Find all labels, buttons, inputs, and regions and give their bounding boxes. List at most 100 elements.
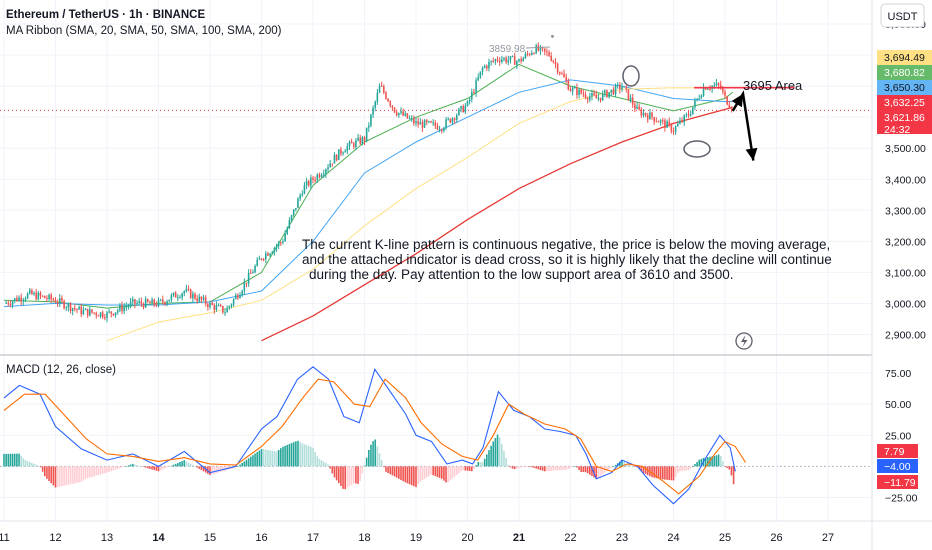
candle-body bbox=[447, 118, 449, 120]
candle-body bbox=[138, 301, 140, 303]
alert-lightning-icon[interactable] bbox=[735, 332, 753, 350]
macd-histogram-bar bbox=[664, 466, 666, 480]
candle-body bbox=[299, 195, 301, 199]
macd-tick-label: 75.00 bbox=[885, 368, 911, 380]
macd-histogram-bar bbox=[689, 466, 692, 469]
candle-body bbox=[443, 127, 445, 131]
macd-histogram-bar bbox=[520, 466, 522, 468]
candle-body bbox=[50, 294, 53, 300]
candle-body bbox=[303, 185, 306, 194]
macd-badge-bg bbox=[877, 475, 918, 489]
candle-body bbox=[367, 125, 370, 128]
macd-histogram-bar bbox=[322, 461, 325, 467]
macd-histogram-bar bbox=[563, 466, 565, 471]
macd-histogram-bar bbox=[410, 466, 413, 486]
macd-histogram-bar bbox=[488, 450, 490, 467]
time-tick-label: 16 bbox=[255, 532, 267, 544]
macd-histogram-bar bbox=[340, 466, 342, 487]
macd-histogram-bar bbox=[290, 443, 293, 467]
candle-body bbox=[301, 193, 304, 196]
macd-histogram-bar bbox=[406, 466, 409, 484]
candle-body bbox=[520, 59, 522, 62]
candle-body bbox=[342, 152, 344, 154]
macd-histogram-bar bbox=[707, 457, 709, 467]
macd-histogram-bar bbox=[494, 438, 497, 467]
candle-body bbox=[316, 174, 319, 181]
macd-histogram-bar bbox=[76, 466, 78, 483]
candle-body bbox=[28, 289, 31, 294]
candle-body bbox=[402, 111, 404, 116]
candle-body bbox=[449, 118, 452, 123]
candle-body bbox=[486, 65, 488, 69]
candle-body bbox=[249, 272, 252, 274]
macd-histogram-bar bbox=[479, 462, 482, 467]
price-badge-bg bbox=[877, 122, 932, 134]
candle-body bbox=[80, 306, 83, 315]
macd-histogram-bar bbox=[273, 451, 276, 467]
candle-body bbox=[329, 163, 331, 168]
candle-body bbox=[5, 302, 7, 304]
time-tick-label: 14 bbox=[152, 532, 165, 544]
candle-body bbox=[164, 302, 166, 304]
candle-body bbox=[434, 122, 437, 126]
macd-histogram-bar bbox=[295, 441, 297, 467]
top-circle-marker bbox=[622, 65, 640, 87]
candle-body bbox=[608, 92, 610, 98]
macd-histogram-bar bbox=[110, 466, 113, 472]
macd-histogram-bar bbox=[185, 461, 188, 467]
candle-body bbox=[211, 302, 213, 305]
macd-histogram-bar bbox=[589, 466, 591, 475]
candle-body bbox=[546, 51, 548, 53]
macd-histogram-bar bbox=[56, 466, 59, 488]
candle-body bbox=[661, 120, 664, 122]
candle-body bbox=[698, 98, 701, 100]
macd-histogram-bar bbox=[533, 466, 535, 468]
time-tick-label: 19 bbox=[410, 532, 422, 544]
candle-body bbox=[563, 73, 565, 78]
candle-body bbox=[78, 306, 80, 310]
candle-body bbox=[621, 86, 623, 90]
candle-body bbox=[372, 107, 374, 115]
candle-body bbox=[288, 220, 291, 229]
ma-line-sma200 bbox=[261, 106, 733, 342]
macd-histogram-bar bbox=[361, 466, 364, 474]
macd-histogram-bar bbox=[576, 466, 578, 468]
candle-body bbox=[194, 293, 196, 299]
macd-histogram-bar bbox=[134, 464, 136, 467]
candle-body bbox=[252, 272, 254, 274]
macd-histogram-bar bbox=[179, 462, 181, 467]
macd-histogram-bar bbox=[440, 466, 443, 479]
macd-histogram-bar bbox=[503, 451, 505, 467]
candle-body bbox=[522, 57, 525, 62]
macd-histogram-bar bbox=[554, 466, 557, 471]
macd-histogram-bar bbox=[657, 466, 660, 479]
annotations: 3695 Area 3859.98 The current K-line pat… bbox=[302, 44, 832, 350]
candle-body bbox=[305, 181, 308, 186]
time-tick-label: 22 bbox=[564, 532, 576, 544]
candle-body bbox=[404, 113, 407, 116]
macd-histogram-bar bbox=[50, 466, 53, 484]
candle-body bbox=[196, 298, 198, 301]
macd-histogram-bar bbox=[329, 466, 331, 469]
candle-body bbox=[730, 107, 733, 110]
candle-body bbox=[41, 295, 44, 297]
macd-histogram-bar bbox=[398, 466, 400, 479]
candle-body bbox=[297, 198, 299, 209]
candle-body bbox=[395, 112, 398, 116]
candle-body bbox=[685, 114, 688, 116]
macd-histogram-bar bbox=[668, 466, 671, 481]
candle-body bbox=[275, 245, 278, 248]
candle-body bbox=[664, 120, 666, 128]
macd-histogram-bar bbox=[297, 440, 299, 467]
macd-histogram-bar bbox=[370, 444, 372, 467]
candle-body bbox=[423, 120, 426, 128]
candle-body bbox=[631, 97, 634, 105]
candle-body bbox=[54, 300, 57, 303]
macd-histogram-bar bbox=[146, 466, 149, 469]
macd-title: MACD (12, 26, close) bbox=[6, 364, 116, 376]
currency-button[interactable]: USDT bbox=[880, 3, 925, 28]
candle-body bbox=[52, 299, 55, 301]
time-axis[interactable]: 11 12 13 14 15 16 17 18 19 20 21 22 23 24 25 26 27 bbox=[0, 532, 834, 544]
macd-histogram-bar bbox=[528, 466, 531, 467]
